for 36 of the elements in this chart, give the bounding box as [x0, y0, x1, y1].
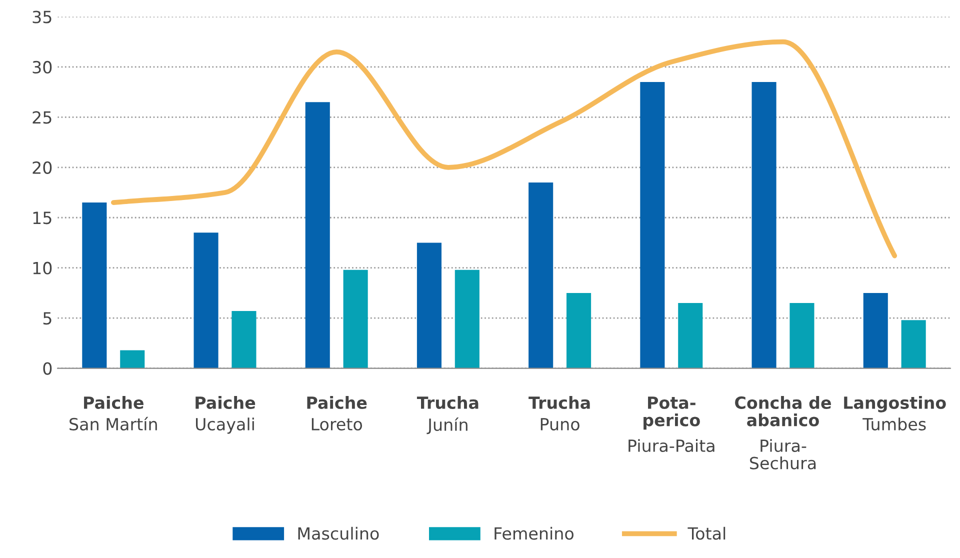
legend-label: Total: [688, 526, 726, 540]
bar: [194, 232, 218, 368]
bar: [305, 102, 330, 368]
bar: [120, 350, 145, 368]
y-tick-label: 5: [43, 312, 52, 325]
x-tick-label: Paiche Loreto: [307, 396, 367, 430]
x-tick-label: Pota-perico Piura-Paita: [628, 396, 714, 452]
x-tick-label: Concha de abanico Piura-Sechura: [735, 396, 831, 470]
bar: [640, 82, 665, 368]
bar: [901, 320, 926, 368]
bar: [863, 292, 888, 368]
y-tick-label: 10: [33, 262, 52, 274]
legend-label: Masculino: [298, 526, 379, 540]
y-tick-label: 0: [43, 362, 52, 375]
x-tick-label: Trucha Junín: [416, 396, 478, 434]
bar: [566, 292, 592, 368]
bar: [790, 302, 814, 368]
bar: [232, 311, 256, 368]
y-tick-label: 20: [32, 161, 52, 174]
legend-label: Femenino: [494, 526, 574, 540]
bar: [752, 82, 776, 368]
x-tick-label: Langostino Tumbes: [844, 396, 946, 430]
x-tick-label: Paiche Ucayali: [196, 396, 256, 434]
bar: [343, 270, 368, 368]
bar: [454, 270, 480, 368]
y-tick-label: 30: [32, 60, 52, 74]
y-tick-label: 25: [32, 111, 52, 124]
bar: [678, 302, 703, 368]
bar: [416, 242, 442, 368]
x-tick-label: Trucha Puno: [528, 396, 590, 430]
bar: [82, 202, 107, 368]
y-tick-label: 35: [32, 10, 52, 24]
x-tick-label: Paiche San Martín: [70, 396, 157, 430]
y-tick-label: 15: [33, 212, 52, 224]
bar: [528, 182, 554, 368]
line-series: [110, 39, 898, 258]
